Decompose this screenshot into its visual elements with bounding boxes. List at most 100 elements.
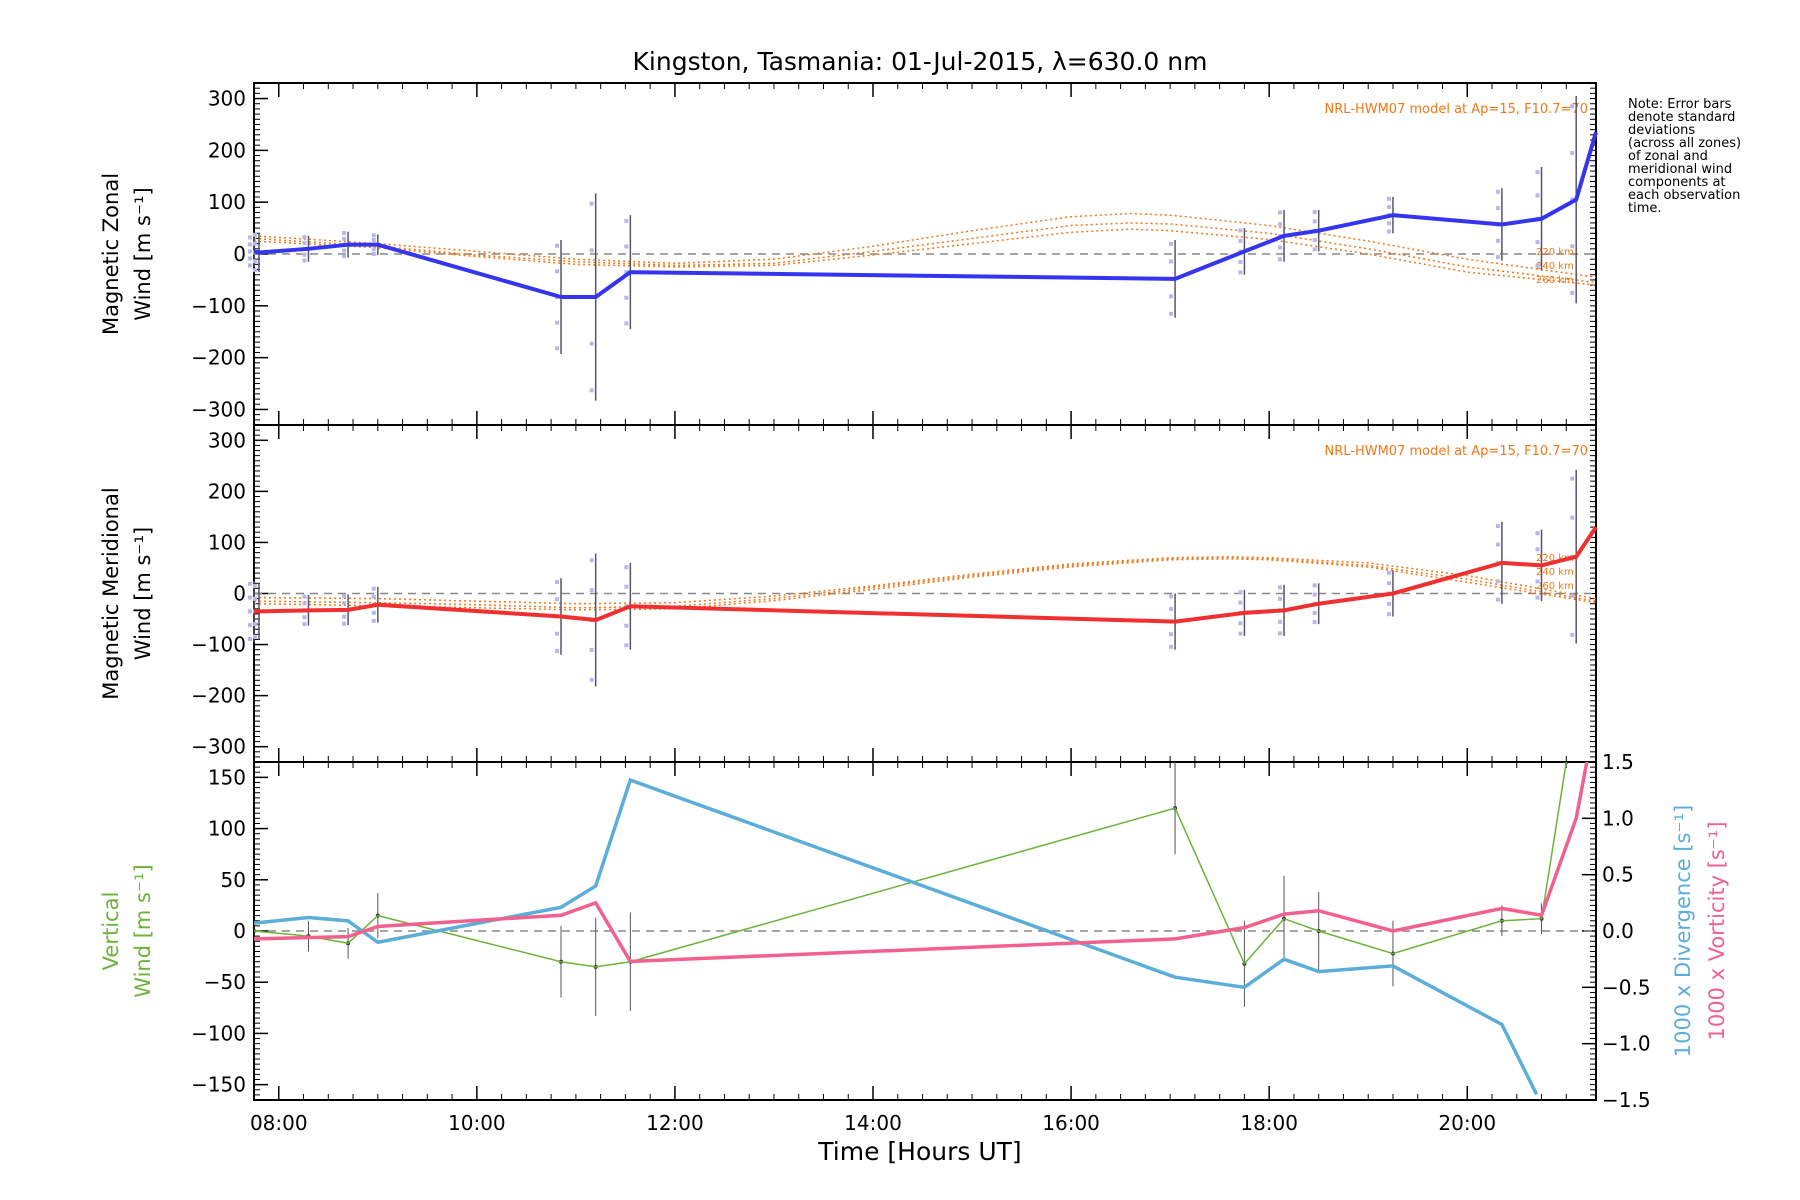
zone-sample-point xyxy=(1495,597,1500,602)
zone-sample-point xyxy=(589,558,594,563)
zone-sample-point xyxy=(248,249,252,254)
zone-sample-point xyxy=(1312,592,1317,597)
zone-sample-point xyxy=(624,565,629,570)
zone-sample-point xyxy=(1495,206,1500,211)
zone-sample-point xyxy=(302,240,307,245)
zone-sample-point xyxy=(1495,579,1500,584)
model-curve xyxy=(253,212,1597,279)
zone-sample-point xyxy=(371,233,376,238)
model-curve xyxy=(253,222,1597,284)
meridional-wind-line xyxy=(254,526,1598,624)
zonal-wind-line xyxy=(253,131,1598,300)
divergence-line xyxy=(254,777,1539,1096)
note-line: of zonal and xyxy=(1628,149,1708,164)
zone-sample-point xyxy=(1278,257,1283,262)
zone-sample-point xyxy=(624,643,629,648)
model-curve xyxy=(253,555,1597,605)
zone-sample-point xyxy=(1278,619,1283,624)
zone-sample-point xyxy=(248,623,252,628)
model-curve-label: 260 km xyxy=(1536,275,1574,286)
note-line: (across all zones) xyxy=(1628,136,1741,151)
y-tick-label: 100 xyxy=(208,190,246,214)
model-curve xyxy=(253,228,1597,286)
zone-sample-point xyxy=(1238,259,1243,264)
zone-sample-point xyxy=(342,594,347,599)
zone-sample-point xyxy=(1495,542,1500,547)
zone-sample-point xyxy=(248,263,252,268)
zone-sample-point xyxy=(1238,270,1243,275)
zone-sample-point xyxy=(624,623,629,628)
y-tick-label: −300 xyxy=(191,397,246,421)
zone-sample-point xyxy=(248,256,252,261)
y2-tick-label: 0.0 xyxy=(1602,919,1634,943)
zone-sample-point xyxy=(371,247,376,252)
zone-sample-point xyxy=(555,346,560,351)
zone-sample-point xyxy=(252,622,257,627)
x-tick-label: 14:00 xyxy=(844,1111,902,1135)
zone-sample-point xyxy=(342,236,347,241)
note-line: components at xyxy=(1628,175,1726,190)
zone-sample-point xyxy=(1312,247,1317,252)
zone-sample-point xyxy=(252,268,257,273)
zone-sample-point xyxy=(1386,581,1391,586)
y-tick-label: 200 xyxy=(208,479,246,503)
zone-sample-point xyxy=(1169,241,1174,246)
zone-sample-point xyxy=(1495,255,1500,260)
zone-sample-point xyxy=(555,648,560,653)
y-tick-label: 0 xyxy=(233,582,246,606)
y-tick-label: −300 xyxy=(191,735,246,759)
zone-sample-point xyxy=(624,218,629,223)
zone-sample-point xyxy=(371,618,376,623)
y-tick-label: 300 xyxy=(208,87,246,111)
zone-sample-point xyxy=(589,388,594,393)
zone-sample-point xyxy=(248,609,252,614)
zone-sample-point xyxy=(1570,150,1575,155)
zone-sample-point xyxy=(302,615,307,620)
zone-sample-point xyxy=(252,634,257,639)
y-tick-label: 0 xyxy=(233,242,246,266)
y-axis-label: Wind [m s⁻¹] xyxy=(131,864,155,997)
note-line: meridional wind xyxy=(1628,162,1732,177)
y-tick-label: −100 xyxy=(191,294,246,318)
y-axis-label: Wind [m s⁻¹] xyxy=(131,527,155,660)
y-tick-label: 0 xyxy=(233,919,246,943)
zone-sample-point xyxy=(1535,531,1540,536)
zone-sample-point xyxy=(1169,311,1174,316)
zone-sample-point xyxy=(1312,210,1317,215)
model-curve xyxy=(253,557,1597,609)
note-line: each observation xyxy=(1628,188,1740,203)
zone-sample-point xyxy=(248,242,252,247)
zone-sample-point xyxy=(252,232,257,237)
zone-sample-point xyxy=(589,588,594,593)
zone-sample-point xyxy=(342,621,347,626)
y-tick-label: −150 xyxy=(191,1073,246,1097)
zone-sample-point xyxy=(1169,606,1174,611)
zone-sample-point xyxy=(1386,196,1391,201)
zone-sample-point xyxy=(555,580,560,585)
y2-tick-label: 1.0 xyxy=(1602,806,1634,830)
zone-sample-point xyxy=(1278,222,1283,227)
zone-sample-point xyxy=(555,243,560,248)
zone-sample-point xyxy=(555,269,560,274)
zone-sample-point xyxy=(1495,524,1500,529)
x-tick-label: 08:00 xyxy=(250,1111,308,1135)
note-block: Note: Error bars denote standard deviati… xyxy=(1628,97,1741,216)
zone-sample-point xyxy=(1169,644,1174,649)
model-curve-label: 240 km xyxy=(1536,261,1574,272)
meridional-wind-panel: 300 200 100 0 −100 −200 −300 Magnetic Meridiona… xyxy=(99,424,1598,763)
zone-sample-point xyxy=(1238,600,1243,605)
zone-sample-point xyxy=(1312,219,1317,224)
zone-sample-point xyxy=(1386,570,1391,575)
x-axis: 08:00 10:00 12:00 14:00 16:00 18:00 20:00 xyxy=(250,1111,1496,1135)
zone-sample-point xyxy=(302,235,307,240)
zone-sample-point xyxy=(371,252,376,256)
zone-sample-point xyxy=(589,677,594,682)
y2-tick-label: 1.5 xyxy=(1602,750,1634,774)
y-axis-label: Wind [m s⁻¹] xyxy=(131,187,155,320)
zone-sample-point xyxy=(1169,259,1174,264)
zone-sample-point xyxy=(1570,632,1575,637)
zone-sample-point xyxy=(589,248,594,253)
zone-sample-point xyxy=(555,631,560,636)
zone-sample-point xyxy=(1570,290,1575,295)
